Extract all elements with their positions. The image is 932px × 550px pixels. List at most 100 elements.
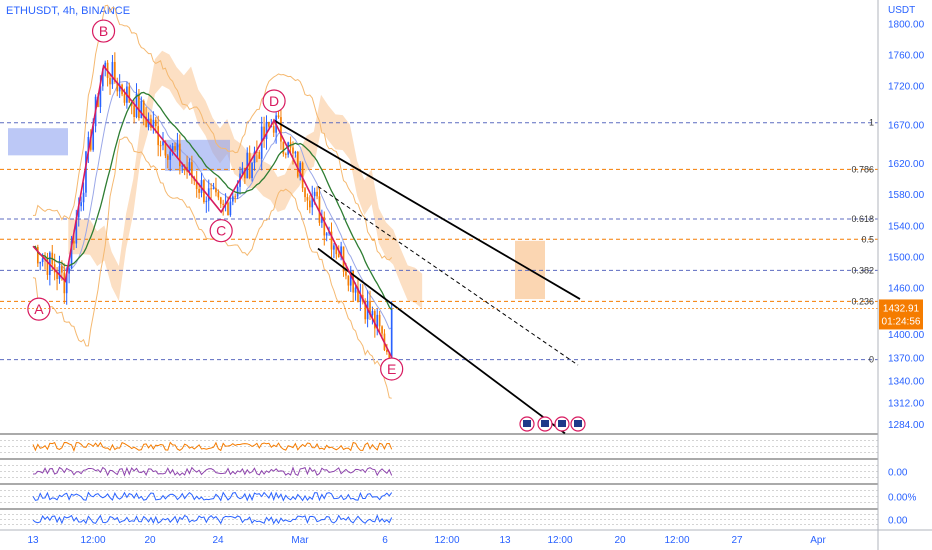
price-tick-label: 1670.00 bbox=[888, 120, 925, 131]
candle-body bbox=[118, 84, 121, 92]
candle-body bbox=[227, 202, 229, 216]
event-flag-icon bbox=[541, 420, 549, 427]
candle-body bbox=[296, 151, 299, 177]
candle-body bbox=[337, 254, 340, 257]
candle-body bbox=[63, 272, 66, 294]
candle-body bbox=[109, 77, 111, 85]
fib-level-label: 0 bbox=[869, 355, 874, 365]
candle-body bbox=[364, 301, 367, 320]
candle-body bbox=[210, 188, 212, 190]
candle-body bbox=[282, 141, 285, 154]
wave-label-circle bbox=[91, 19, 116, 43]
candle-body bbox=[359, 294, 362, 302]
candle-body bbox=[248, 152, 251, 179]
pane-value-label: 0.00% bbox=[888, 493, 916, 504]
candle-body bbox=[323, 216, 326, 236]
candle-body bbox=[386, 349, 388, 352]
candle-body bbox=[349, 271, 352, 286]
wave-label-circle bbox=[209, 219, 233, 243]
candle-body bbox=[77, 206, 80, 218]
wave-label-circle bbox=[380, 357, 404, 381]
pane-series bbox=[32, 466, 393, 477]
time-tick-label: 12:00 bbox=[547, 535, 572, 546]
candle-body bbox=[82, 192, 85, 203]
candle-body bbox=[138, 93, 140, 119]
candle-body bbox=[61, 266, 63, 273]
candle-body bbox=[166, 155, 169, 160]
time-tick-label: 20 bbox=[144, 535, 156, 546]
candle-body bbox=[357, 287, 359, 302]
candle-body bbox=[318, 196, 321, 223]
candle-body bbox=[263, 126, 265, 140]
candle-body bbox=[195, 180, 198, 190]
candle-body bbox=[371, 311, 374, 316]
candle-body bbox=[130, 102, 133, 106]
candle-body bbox=[347, 275, 350, 286]
candle-body bbox=[212, 188, 215, 190]
channel-lower-line bbox=[317, 247, 566, 435]
candle-body bbox=[236, 186, 239, 197]
candle-body bbox=[188, 162, 191, 172]
candle-body bbox=[219, 197, 222, 204]
candle-body bbox=[316, 191, 318, 197]
candle-body bbox=[73, 241, 75, 244]
time-tick-label: 13 bbox=[27, 535, 39, 546]
candle-body bbox=[198, 189, 200, 193]
candle-body bbox=[253, 151, 256, 163]
ichimoku-cloud-blue bbox=[8, 128, 68, 156]
candle-body bbox=[191, 162, 193, 178]
candle-body bbox=[325, 233, 328, 236]
candle-body bbox=[70, 241, 73, 269]
fib-level-label: 0.382 bbox=[851, 265, 874, 275]
candle-body bbox=[231, 196, 234, 202]
candle-body bbox=[335, 245, 338, 255]
candle-body bbox=[321, 216, 323, 223]
candle-body bbox=[159, 145, 162, 147]
event-flag-icon bbox=[558, 420, 566, 427]
candle-body bbox=[46, 259, 49, 275]
candle-body bbox=[104, 62, 107, 69]
candle-body bbox=[162, 141, 164, 146]
candle-body bbox=[373, 311, 376, 329]
pane-series bbox=[32, 514, 393, 525]
candle-body bbox=[241, 167, 244, 174]
candle-body bbox=[80, 202, 82, 207]
candle-body bbox=[330, 231, 333, 250]
candle-body bbox=[244, 167, 246, 179]
candle-body bbox=[171, 146, 174, 152]
pane-series bbox=[32, 441, 393, 452]
candle-body bbox=[313, 191, 316, 197]
candle-body bbox=[145, 116, 147, 128]
time-tick-label: 12:00 bbox=[434, 535, 459, 546]
candle-body bbox=[390, 308, 393, 366]
candle-body bbox=[299, 162, 302, 177]
candle-body bbox=[114, 61, 116, 82]
pane-value-label: 0.00 bbox=[888, 468, 908, 479]
price-tick-label: 1500.00 bbox=[888, 252, 925, 263]
candle-body bbox=[378, 314, 381, 327]
time-tick-label: 20 bbox=[614, 535, 626, 546]
candle-body bbox=[111, 61, 114, 85]
candle-body bbox=[369, 300, 371, 316]
candle-body bbox=[85, 151, 87, 193]
bollinger-lower bbox=[32, 136, 392, 399]
time-tick-label: 12:00 bbox=[664, 535, 689, 546]
current-price-tag bbox=[879, 299, 923, 330]
candle-body bbox=[308, 200, 311, 208]
candle-body bbox=[75, 217, 78, 244]
candle-body bbox=[154, 119, 157, 127]
price-tick-label: 1760.00 bbox=[888, 50, 925, 61]
candle-body bbox=[256, 151, 258, 153]
price-tick-label: 1370.00 bbox=[888, 353, 925, 364]
candle-body bbox=[294, 151, 297, 154]
time-tick-label: Mar bbox=[291, 535, 309, 546]
event-flag-icon bbox=[574, 420, 582, 427]
candle-body bbox=[87, 136, 90, 152]
symbol-label[interactable]: ETHUSDT, 4h, BINANCE bbox=[6, 5, 131, 17]
candle-body bbox=[56, 272, 58, 279]
candle-body bbox=[234, 196, 237, 198]
price-tick-label: 1620.00 bbox=[888, 159, 925, 170]
price-tick-label: 1800.00 bbox=[888, 19, 925, 30]
wave-label-C: C bbox=[216, 223, 226, 239]
